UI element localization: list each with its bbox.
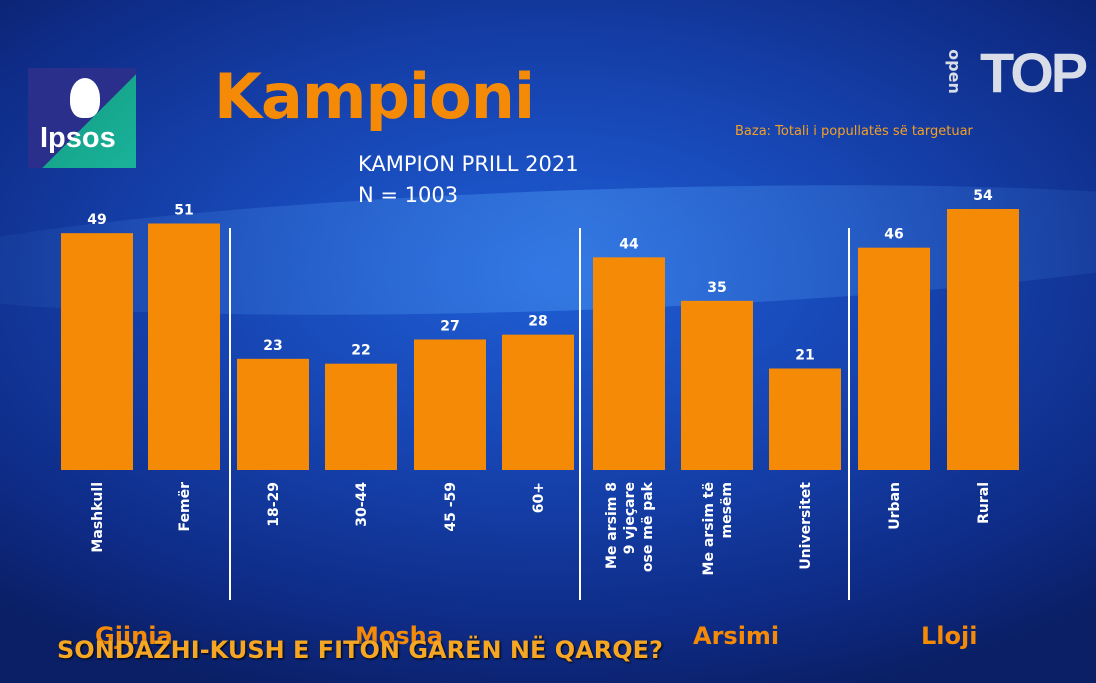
category-label-line: mesëm bbox=[719, 482, 735, 539]
bar-7 bbox=[593, 257, 665, 470]
category-label-line: Urban bbox=[887, 482, 903, 530]
category-label-6: 60+ bbox=[531, 482, 547, 513]
channel-logo-word: TOP bbox=[980, 41, 1088, 104]
data-label-5: 27 bbox=[440, 319, 459, 335]
category-label-8: Me arsim të mesëm bbox=[701, 482, 735, 575]
category-label-line: 45 -59 bbox=[443, 482, 459, 532]
data-label-8: 35 bbox=[707, 280, 726, 296]
group-label-lloji: Lloji bbox=[921, 622, 978, 650]
ipsos-logo-text: Ipsos bbox=[40, 122, 116, 154]
data-label-2: 51 bbox=[174, 203, 193, 219]
category-label-2: Femër bbox=[177, 482, 193, 532]
group-label-gjinia: Gjinia bbox=[95, 622, 173, 650]
data-label-7: 44 bbox=[619, 236, 639, 252]
data-label-4: 22 bbox=[351, 343, 370, 359]
category-label-line: ose më pak bbox=[640, 481, 656, 572]
category-label-4: 30-44 bbox=[354, 482, 370, 527]
data-label-9: 21 bbox=[795, 348, 814, 364]
bar-9 bbox=[769, 368, 841, 470]
bar-8 bbox=[681, 300, 753, 470]
bar-6 bbox=[502, 334, 574, 470]
base-note: Baza: Totali i popullatës së targetuar bbox=[735, 124, 973, 139]
sample-size-label: N = 1003 bbox=[358, 183, 459, 207]
category-label-5: 45 -59 bbox=[443, 482, 459, 532]
category-label-10: Urban bbox=[887, 482, 903, 530]
news-ticker: SONDAZHI-KUSH E FITON GARËN NË QARQE? bbox=[57, 636, 663, 664]
channel-logo: open TOP bbox=[945, 40, 1088, 104]
bar-10 bbox=[858, 247, 930, 470]
category-label-line: Femër bbox=[177, 482, 193, 532]
category-label-line: 18-29 bbox=[266, 482, 282, 527]
chart-subtitle: KAMPION PRILL 2021 bbox=[358, 152, 579, 176]
data-label-10: 46 bbox=[884, 227, 903, 243]
category-label-11: Rural bbox=[976, 482, 992, 524]
category-label-line: 9 vjeçare bbox=[622, 482, 638, 554]
chart-title: Kampioni bbox=[214, 60, 535, 133]
group-label-arsimi: Arsimi bbox=[693, 622, 780, 650]
bar-2 bbox=[148, 223, 220, 470]
ipsos-head-icon bbox=[70, 78, 100, 118]
category-label-9: Universitet bbox=[798, 482, 814, 570]
group-label-mosha: Mosha bbox=[355, 622, 443, 650]
category-label-line: 60+ bbox=[531, 482, 547, 513]
data-label-3: 23 bbox=[263, 338, 282, 354]
category-label-line: Mashkull bbox=[90, 482, 106, 553]
data-label-6: 28 bbox=[528, 314, 547, 330]
bar-1 bbox=[61, 233, 133, 470]
category-label-line: Universitet bbox=[798, 482, 814, 570]
bar-3 bbox=[237, 358, 309, 470]
category-label-line: Me arsim 8 bbox=[604, 482, 620, 569]
bar-11 bbox=[947, 209, 1019, 470]
category-label-line: Me arsim të bbox=[701, 482, 717, 575]
data-label-11: 54 bbox=[973, 188, 993, 204]
category-label-line: 30-44 bbox=[354, 482, 370, 527]
bar-5 bbox=[414, 339, 486, 470]
ipsos-logo: Ipsos bbox=[28, 68, 136, 168]
category-label-1: Mashkull bbox=[90, 482, 106, 553]
category-label-3: 18-29 bbox=[266, 482, 282, 527]
category-label-line: Rural bbox=[976, 482, 992, 524]
data-label-1: 49 bbox=[87, 212, 106, 228]
bar-4 bbox=[325, 363, 397, 470]
